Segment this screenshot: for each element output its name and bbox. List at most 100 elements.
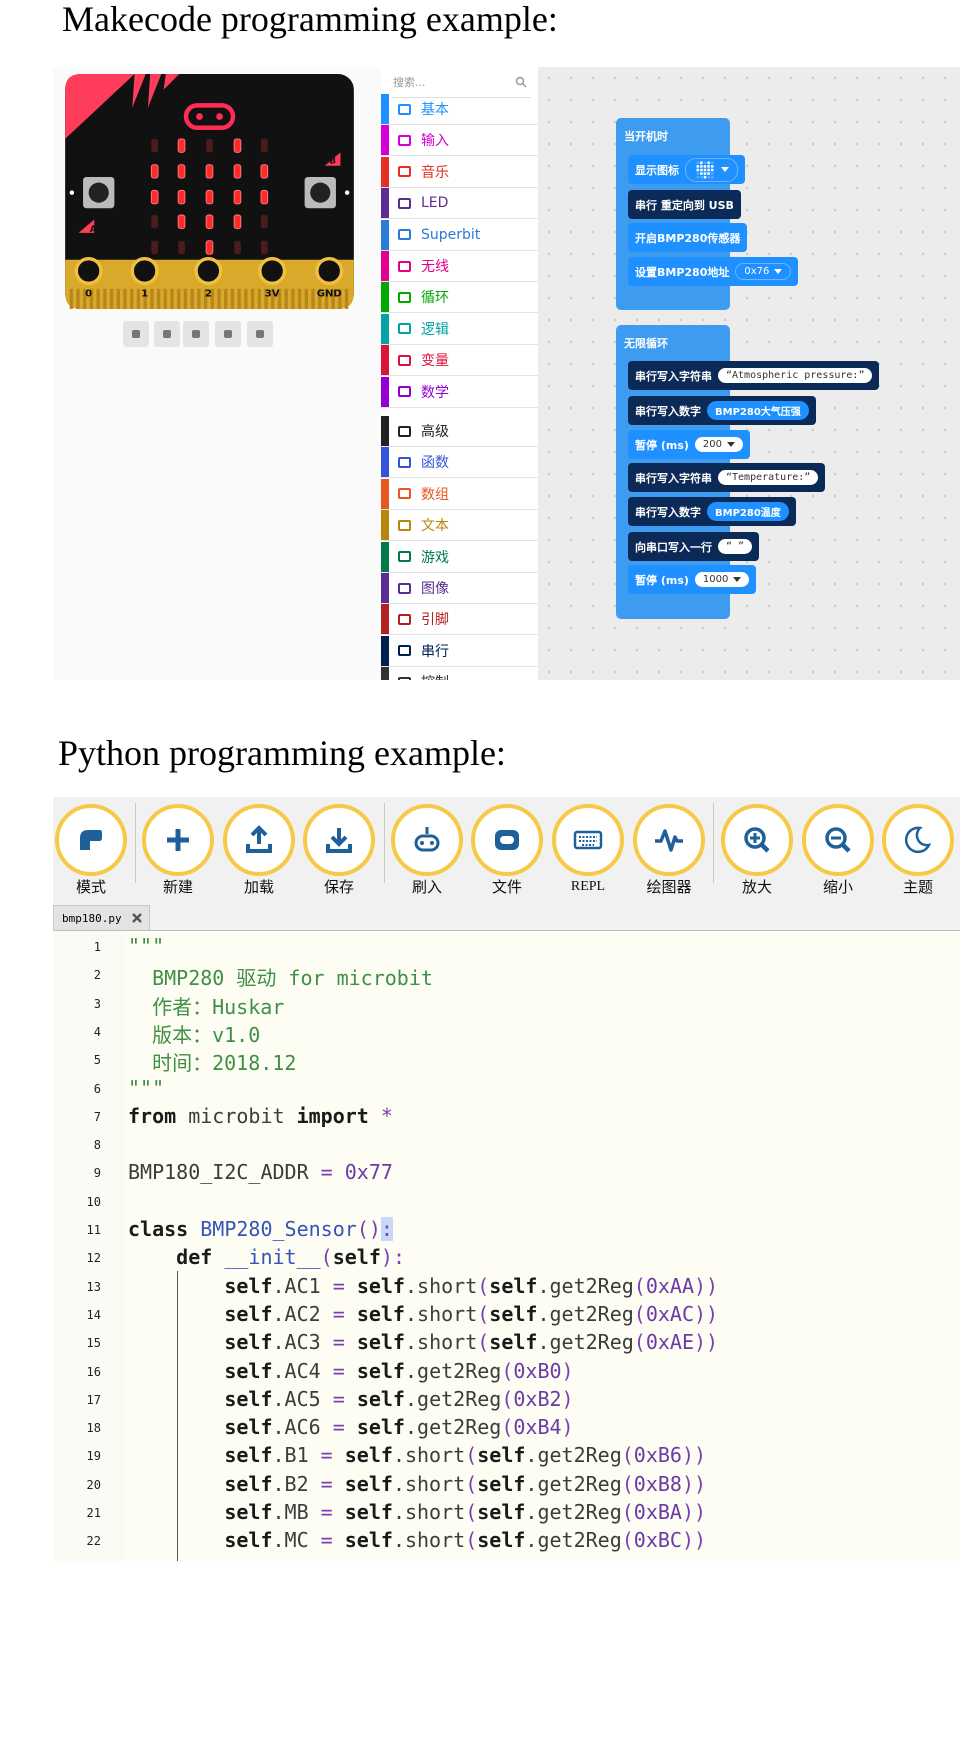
heart-pixel <box>700 164 703 168</box>
toolbar-button[interactable] <box>302 803 376 877</box>
led <box>233 164 242 179</box>
block-field[interactable]: BMP280大气压强 <box>707 401 809 420</box>
sim-button[interactable] <box>123 321 149 347</box>
category[interactable]: 串行 <box>381 635 538 667</box>
toolbar-label: 刷入 <box>411 878 443 896</box>
block[interactable]: 暂停 (ms) 1000 <box>628 565 757 594</box>
block[interactable]: 串行写入数字 BMP280大气压强 <box>628 396 816 425</box>
category[interactable]: 逻辑 <box>381 313 538 345</box>
block-text: 串行写入字符串 <box>635 471 712 485</box>
heart-pixel <box>696 161 700 164</box>
category-label: LED <box>421 195 449 212</box>
block-field[interactable]: 200 <box>694 437 743 452</box>
led <box>206 138 213 153</box>
category[interactable]: 循环 <box>381 282 538 314</box>
button-ring <box>391 804 463 876</box>
sim-button-icon <box>192 330 200 338</box>
block-field[interactable]: 1000 <box>694 572 750 587</box>
edge-finger <box>344 288 349 309</box>
category-color-bar <box>381 188 389 219</box>
category[interactable]: 函数 <box>381 447 538 479</box>
category-icon <box>398 519 411 531</box>
line-number: 9 <box>93 1166 101 1181</box>
category[interactable]: 音乐 <box>381 156 538 188</box>
section-title: Makecode programming example: <box>62 0 558 39</box>
toolbar-button[interactable] <box>801 803 875 877</box>
edge-finger <box>197 288 201 309</box>
block-field[interactable]: BMP280温度 <box>707 502 789 521</box>
edge-finger <box>304 288 308 309</box>
block[interactable]: 串行写入字符串 “Temperature:” <box>628 463 826 492</box>
block[interactable]: 串行 重定向到 USB <box>628 190 741 219</box>
code-line: 版本：v1.0 <box>128 1022 261 1047</box>
category-label: 控制 <box>421 672 449 680</box>
led <box>177 189 186 205</box>
category-label: 游戏 <box>421 549 449 566</box>
category-icon <box>398 197 411 209</box>
block-text: 暂停 (ms) <box>635 438 689 452</box>
block-field[interactable]: “ ” <box>718 539 753 554</box>
block[interactable]: 串行写入数字 BMP280温度 <box>628 497 796 526</box>
sim-button[interactable] <box>247 321 273 347</box>
category[interactable]: Superbit <box>381 219 538 251</box>
category[interactable]: 图像 <box>381 573 538 604</box>
close-icon[interactable] <box>131 913 142 923</box>
sim-button[interactable] <box>154 321 180 347</box>
toolbar-button[interactable] <box>720 803 794 877</box>
toolbar-button[interactable] <box>881 803 955 877</box>
block[interactable]: 设置BMP280地址 0x76 <box>628 257 799 286</box>
line-number: 7 <box>93 1109 101 1124</box>
category[interactable]: 游戏 <box>381 541 538 573</box>
edge-finger <box>69 288 73 309</box>
toolbar-button[interactable] <box>551 803 625 877</box>
block-text: 串行写入数字 <box>635 404 701 418</box>
line-number: 21 <box>86 1506 101 1520</box>
search-placeholder: 搜索... <box>393 76 426 89</box>
block-field[interactable]: “Atmospheric pressure:” <box>718 368 873 383</box>
heart-pixel <box>710 175 714 178</box>
code-line: self.B1 = self.short(self.get2Reg(0xB6)) <box>224 1443 707 1468</box>
button-icon <box>744 827 770 853</box>
category[interactable]: 数组 <box>381 478 538 510</box>
button-icon <box>414 827 440 852</box>
toolbar-button[interactable] <box>632 803 706 877</box>
board-logo-dot <box>216 113 223 120</box>
toolbar-button[interactable] <box>390 803 464 877</box>
code-editor: 1 2 3 4 5 6 7 8 9 10 11 12 13 14 15 16 17 18 19 20 21 22 """ … <box>53 931 960 1561</box>
category[interactable]: 控制 <box>381 667 538 680</box>
block[interactable]: 开启BMP280传感器 <box>628 223 748 252</box>
block-field[interactable]: “Temperature:” <box>718 470 819 485</box>
toolbar-button[interactable] <box>54 803 128 877</box>
edge-finger <box>123 288 127 309</box>
edge-finger <box>103 288 107 309</box>
block[interactable]: 暂停 (ms) 200 <box>628 430 750 459</box>
sim-button[interactable] <box>215 321 241 347</box>
category[interactable]: 输入 <box>381 125 538 157</box>
category-color-bar <box>381 510 389 541</box>
toolbar-button[interactable] <box>222 803 296 877</box>
button-icon <box>326 828 352 853</box>
block[interactable]: 串行写入字符串 “Atmospheric pressure:” <box>628 361 880 390</box>
category[interactable]: 基本 <box>381 94 538 125</box>
block-text: 暂停 (ms) <box>635 573 689 587</box>
led <box>233 189 242 205</box>
toolbar-button[interactable] <box>470 803 544 877</box>
category[interactable]: LED <box>381 188 538 220</box>
category[interactable]: 高级 <box>381 416 538 447</box>
line-number: 15 <box>86 1336 101 1351</box>
category[interactable]: 文本 <box>381 510 538 542</box>
category[interactable]: 变量 <box>381 345 538 377</box>
block[interactable]: 向串口写入一行 “ ” <box>628 532 760 561</box>
file-tab[interactable]: bmp180.py <box>53 905 150 930</box>
sim-button[interactable] <box>183 321 209 347</box>
search-box[interactable]: 搜索... <box>391 67 531 98</box>
toolbar-button[interactable] <box>141 803 215 877</box>
block-field[interactable]: 0x76 <box>735 263 792 280</box>
category-label: 基本 <box>421 102 449 118</box>
category[interactable]: 数学 <box>381 376 538 408</box>
category[interactable]: 引脚 <box>381 604 538 636</box>
edge-finger <box>318 288 322 309</box>
category[interactable]: 无线 <box>381 251 538 282</box>
block[interactable]: 显示图标 <box>628 155 745 184</box>
led <box>205 164 214 179</box>
